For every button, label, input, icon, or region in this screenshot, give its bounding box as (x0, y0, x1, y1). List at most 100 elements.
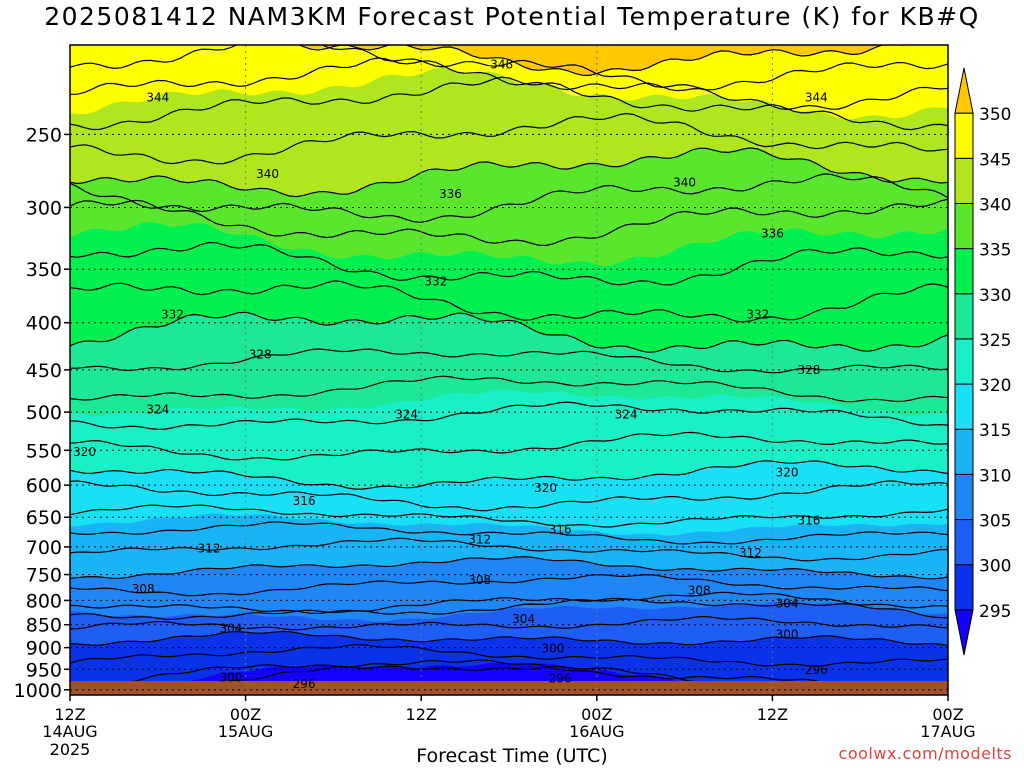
contour-330 (70, 311, 948, 353)
contour-label: 344 (146, 90, 169, 104)
y-tick-label: 550 (26, 440, 62, 462)
contour-label: 296 (549, 671, 572, 685)
ground-strip (70, 681, 948, 695)
x-tick-date: 14AUG (42, 722, 97, 741)
contour-300 (70, 630, 948, 647)
colorbar-label: 330 (979, 286, 1011, 306)
y-tick-label: 650 (26, 507, 62, 529)
x-tick-label: 00Z (230, 705, 261, 724)
contour-322 (70, 431, 948, 461)
contour-label: 332 (161, 308, 184, 322)
contour-label: 296 (293, 677, 316, 691)
colorbar-low-arrow (954, 609, 974, 656)
credit-link[interactable]: coolwx.com/modelts (838, 744, 1012, 763)
y-tick-label: 400 (26, 313, 62, 335)
contour-label: 304 (776, 596, 799, 610)
contour-label: 348 (490, 58, 513, 72)
colorbar-label: 340 (979, 195, 1011, 215)
contour-label: 308 (688, 583, 711, 597)
y-tick-label: 800 (26, 590, 62, 612)
contour-340 (70, 147, 948, 198)
colorbar-box (954, 202, 974, 250)
x-tick-date: 17AUG (920, 722, 975, 741)
contour-label: 320 (776, 465, 799, 479)
contour-label: 296 (805, 663, 828, 677)
contour-label: 304 (220, 621, 243, 635)
contour-314 (70, 521, 948, 545)
y-tick-label: 450 (26, 360, 62, 382)
contour-labels: 348 344 344 340 340 336 336 332 332 332 328 328 324 3… (73, 58, 828, 691)
x-tick-label: 12Z (406, 705, 437, 724)
y-tick-label: 600 (26, 475, 62, 497)
x-tick-date: 16AUG (569, 722, 624, 741)
y-tick-label: 950 (26, 659, 62, 681)
y-tick-label: 300 (26, 197, 62, 219)
contour-label: 332 (424, 275, 447, 289)
contour-316 (70, 504, 948, 528)
colorbar-label: 320 (979, 376, 1011, 396)
contour-label: 324 (146, 403, 169, 417)
contour-label: 332 (746, 308, 769, 322)
contour-label: 344 (805, 90, 828, 104)
contour-350 (298, 45, 911, 77)
y-tick-label: 700 (26, 537, 62, 559)
contour-label: 340 (673, 176, 696, 190)
contour-308 (70, 573, 948, 597)
contour-302 (70, 616, 948, 631)
filled-contours (70, 45, 948, 695)
contour-328 (70, 348, 948, 374)
colorbar-label: 310 (979, 466, 1011, 486)
colorbar-box (954, 157, 974, 204)
colorbar-label: 315 (979, 421, 1011, 441)
colorbar-box (954, 564, 974, 611)
contour-346 (70, 57, 948, 111)
y-tick-label: 350 (26, 259, 62, 281)
colorbar-label: 295 (979, 602, 1011, 622)
contour-344 (70, 76, 948, 131)
x-tick-label: 12Z (54, 705, 85, 724)
colorbar-label: 350 (979, 105, 1011, 125)
contour-label: 336 (439, 187, 462, 201)
contour-label: 320 (73, 445, 96, 459)
contour-326 (70, 375, 948, 403)
contour-label: 340 (256, 167, 279, 181)
contour-332 (70, 280, 948, 323)
chart-title: 2025081412 NAM3KM Forecast Potential Tem… (44, 2, 980, 31)
colorbar-box (954, 473, 974, 521)
contour-label: 328 (249, 347, 272, 361)
contour-label: 336 (761, 226, 784, 240)
x-tick-label: 00Z (581, 705, 612, 724)
contour-318 (70, 480, 948, 512)
contour-label: 300 (220, 671, 243, 685)
colorbar-box (954, 293, 974, 340)
y-tick-label: 900 (26, 638, 62, 660)
contour-lines (70, 45, 948, 695)
y-tick-label: 1000 (14, 680, 62, 702)
colorbar-box (954, 428, 974, 475)
contour-296 (70, 659, 948, 692)
contour-342 (70, 112, 948, 165)
contour-304 (70, 598, 948, 621)
contour-label: 316 (549, 522, 572, 536)
contour-label: 304 (512, 612, 535, 626)
contour-348 (70, 45, 948, 91)
contour-label: 300 (776, 627, 799, 641)
x-tick-label: 00Z (932, 705, 963, 724)
contour-label: 308 (132, 582, 155, 596)
colorbar-high-arrow (954, 67, 974, 114)
contour-338 (70, 173, 948, 223)
contour-label: 312 (468, 532, 491, 546)
colorbar-box (954, 519, 974, 566)
contour-324 (70, 401, 948, 431)
contour-336 (70, 198, 948, 247)
y-tick-label: 750 (26, 565, 62, 587)
y-axis: 2503003504004505005506006507007508008509… (14, 124, 70, 702)
contour-306 (70, 591, 948, 615)
colorbar-label: 325 (979, 331, 1011, 351)
contour-298 (70, 644, 948, 667)
contour-label: 316 (798, 513, 821, 527)
colorbar-label: 345 (979, 150, 1011, 170)
contour-312 (70, 537, 948, 562)
colorbar-box (954, 338, 974, 385)
